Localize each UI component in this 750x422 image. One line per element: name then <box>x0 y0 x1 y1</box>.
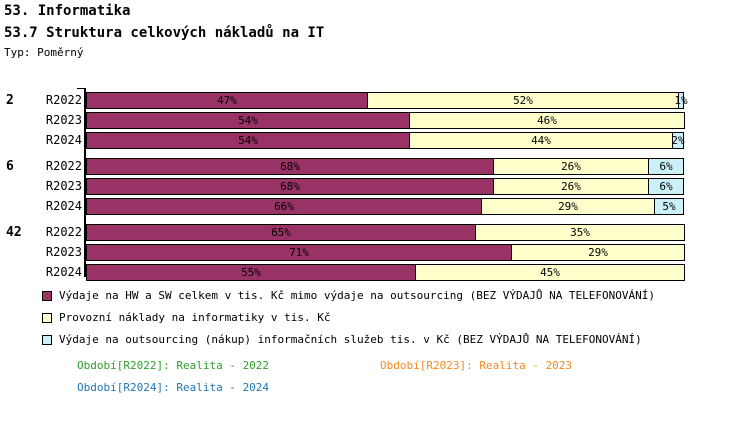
bar-row: 54% 44% 2% <box>86 132 686 149</box>
bar-segment-hw-sw: 65% <box>86 224 476 241</box>
period-note-1: Období[R2023]: Realita - 2023 <box>380 359 573 372</box>
bar-segment-outsourcing: 5% <box>654 198 684 215</box>
bar-value-label: 35% <box>570 226 590 239</box>
bar-value-label: 45% <box>540 266 560 279</box>
row-label: R2024 <box>45 265 82 279</box>
bar-segment-hw-sw: 66% <box>86 198 482 215</box>
bar-value-label: 54% <box>238 134 258 147</box>
bar-value-label: 55% <box>241 266 261 279</box>
bar-row: 47% 52% 1% <box>86 92 688 109</box>
bar-segment-provozni: 26% <box>493 158 649 175</box>
bar-segment-provozni: 29% <box>481 198 655 215</box>
legend-item: Provozní náklady na informatiky v tis. K… <box>42 311 655 324</box>
bar-value-label: 52% <box>513 94 533 107</box>
bar-value-label: 46% <box>537 114 557 127</box>
chart-type-label: Typ: Poměrný <box>4 46 84 59</box>
bar-value-label: 5% <box>662 200 676 213</box>
bar-value-label: 6% <box>659 180 673 193</box>
row-label: R2024 <box>45 133 82 147</box>
group-label: 42 <box>6 225 22 240</box>
group-label: 2 <box>6 93 14 108</box>
bar-segment-outsourcing: 1% <box>674 92 688 109</box>
bar-row: 68% 26% 6% <box>86 158 686 175</box>
bar-row: 68% 26% 6% <box>86 178 686 195</box>
bar-segment-provozni: 45% <box>415 264 685 281</box>
bar-segment-outsourcing: 6% <box>648 178 684 195</box>
legend-label: Provozní náklady na informatiky v tis. K… <box>59 311 331 324</box>
bar-row: 54% 46% <box>86 112 686 129</box>
bar-segment-hw-sw: 47% <box>86 92 368 109</box>
bar-segment-provozni: 44% <box>409 132 673 149</box>
row-label: R2022 <box>45 159 82 173</box>
bar-row: 55% 45% <box>86 264 686 281</box>
bar-value-label: 2% <box>671 134 685 147</box>
bar-value-label: 26% <box>561 180 581 193</box>
bar-segment-provozni: 26% <box>493 178 649 195</box>
legend: Výdaje na HW a SW celkem v tis. Kč mimo … <box>42 289 656 356</box>
bar-segment-hw-sw: 71% <box>86 244 512 261</box>
bar-segment-provozni: 29% <box>511 244 685 261</box>
bar-row: 66% 29% 5% <box>86 198 686 215</box>
row-label: R2022 <box>45 93 82 107</box>
bar-segment-hw-sw: 54% <box>86 132 410 149</box>
legend-swatch-outsourcing-icon <box>42 334 52 345</box>
bar-segment-hw-sw: 68% <box>86 178 494 195</box>
bar-value-label: 68% <box>280 180 300 193</box>
bar-value-label: 29% <box>558 200 578 213</box>
bar-segment-hw-sw: 55% <box>86 264 416 281</box>
y-axis-line <box>84 88 86 277</box>
legend-label: Výdaje na HW a SW celkem v tis. Kč mimo … <box>59 289 656 302</box>
row-label: R2023 <box>45 113 82 127</box>
bar-segment-provozni: 35% <box>475 224 685 241</box>
bar-segment-provozni: 52% <box>367 92 679 109</box>
bar-segment-outsourcing: 6% <box>648 158 684 175</box>
chart: 2 R2022 47% 52% 1% R2023 54% 46% R2024 54% 44% 2% 6 R… <box>6 88 688 281</box>
bar-value-label: 68% <box>280 160 300 173</box>
row-label: R2023 <box>45 245 82 259</box>
bar-value-label: 71% <box>289 246 309 259</box>
group-label: 6 <box>6 159 14 174</box>
period-note-2: Období[R2024]: Realita - 2024 <box>77 381 270 394</box>
bar-value-label: 44% <box>531 134 551 147</box>
bar-row: 65% 35% <box>86 224 686 241</box>
row-label: R2022 <box>45 225 82 239</box>
bar-value-label: 66% <box>274 200 294 213</box>
legend-swatch-provozni-icon <box>42 312 52 323</box>
bar-value-label: 6% <box>659 160 673 173</box>
bar-value-label: 1% <box>674 94 688 107</box>
bar-value-label: 26% <box>561 160 581 173</box>
legend-label: Výdaje na outsourcing (nákup) informační… <box>59 333 642 346</box>
page-title: 53. Informatika <box>4 3 131 19</box>
period-note-0: Období[R2022]: Realita - 2022 <box>77 359 270 372</box>
bar-segment-hw-sw: 68% <box>86 158 494 175</box>
bar-value-label: 47% <box>217 94 237 107</box>
bar-value-label: 54% <box>238 114 258 127</box>
bar-segment-provozni: 46% <box>409 112 685 129</box>
bar-segment-outsourcing: 2% <box>671 132 685 149</box>
row-label: R2024 <box>45 199 82 213</box>
legend-item: Výdaje na HW a SW celkem v tis. Kč mimo … <box>42 289 656 302</box>
legend-swatch-hw-sw-icon <box>42 290 52 301</box>
bar-segment-hw-sw: 54% <box>86 112 410 129</box>
bar-row: 71% 29% <box>86 244 686 261</box>
page-subtitle: 53.7 Struktura celkových nákladů na IT <box>4 25 325 41</box>
row-label: R2023 <box>45 179 82 193</box>
bar-value-label: 29% <box>588 246 608 259</box>
y-axis-top-tick <box>77 88 86 89</box>
legend-item: Výdaje na outsourcing (nákup) informační… <box>42 333 655 346</box>
bar-value-label: 65% <box>271 226 291 239</box>
